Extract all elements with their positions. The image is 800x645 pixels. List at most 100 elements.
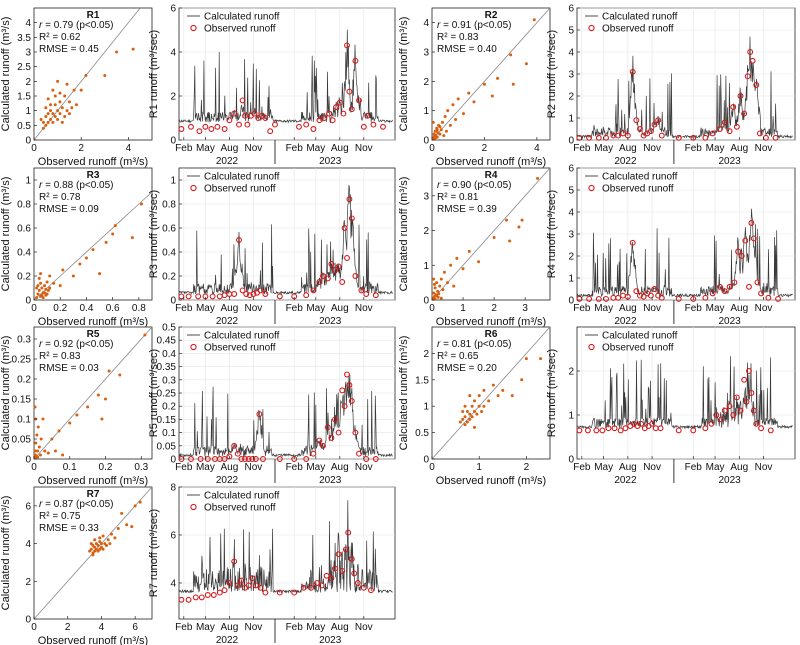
observed-runoff-point [346, 88, 353, 95]
observed-runoff-point [344, 42, 350, 49]
y-tick-label: 0.8 [17, 200, 31, 211]
scatter-point [143, 333, 147, 337]
scatter-point [116, 526, 120, 530]
scatter-point [492, 235, 496, 239]
scatter-axes-box [33, 167, 153, 301]
y-tick-label: 1 [568, 411, 574, 422]
observed-runoff-point [721, 119, 728, 126]
scatter-point [432, 282, 436, 286]
scatter-point [472, 399, 476, 403]
stat-r-symbol: r [437, 20, 441, 31]
stat-r: r = 0.87 (p<0.05) [39, 499, 114, 510]
observed-runoff-point [178, 293, 185, 300]
observed-runoff-point [351, 570, 358, 577]
observed-runoff-point [750, 235, 757, 242]
y-tick-label: 0.45 [157, 336, 177, 347]
scatter-point [37, 276, 41, 280]
observed-runoff-point [196, 128, 203, 135]
observed-runoff-point [615, 294, 622, 301]
scatter-point [438, 284, 442, 288]
scatter-point [61, 453, 65, 457]
scatter-point [79, 88, 83, 92]
month-tick-label: Aug [619, 303, 637, 314]
observed-runoff-point [221, 126, 228, 132]
timeseries-axes-box [576, 326, 796, 460]
observed-runoff-point [323, 572, 330, 579]
scatter-point [86, 405, 90, 409]
observed-runoff-point [743, 398, 750, 405]
month-tick-label: Aug [221, 303, 239, 314]
month-tick-label: May [706, 462, 725, 473]
panel-title: R6 [485, 329, 498, 340]
scatter-point [467, 91, 471, 95]
year-label-2022: 2022 [216, 635, 239, 645]
scatter-point [65, 82, 69, 86]
observed-runoff-point [262, 115, 269, 121]
panel-title: R7 [87, 489, 100, 500]
stat-rmse: RMSE = 0.03 [39, 363, 99, 374]
legend-calculated-label: Calculated runoff [602, 172, 678, 183]
scatter-point [437, 292, 441, 296]
observed-runoff-point [256, 411, 263, 418]
month-tick-label: Feb [685, 462, 703, 473]
scatter-point [44, 123, 48, 127]
observed-runoff-point [267, 128, 274, 135]
scatter-point [100, 417, 104, 421]
scatter-point [435, 294, 439, 298]
scatter-point [452, 284, 456, 288]
scatter-point [53, 115, 57, 119]
scatter-point [63, 115, 67, 119]
observed-runoff-point [364, 112, 371, 119]
year-label-2023: 2023 [319, 475, 342, 486]
scatter-point [465, 420, 469, 424]
observed-runoff-point [344, 255, 350, 261]
year-label-2022: 2022 [216, 156, 239, 167]
observed-runoff-point [291, 589, 298, 596]
observed-runoff-point [339, 279, 346, 285]
month-tick-label: May [306, 303, 325, 314]
month-tick-label: Nov [643, 143, 661, 154]
timeseries-y-axis-label: R6 runoff (m³/sec) [546, 349, 558, 437]
scatter-point [505, 218, 509, 222]
scatter-y-axis-label: Calculated runoff (m³/s) [0, 177, 12, 292]
scatter-point [468, 394, 472, 398]
scatter-point [67, 112, 71, 116]
y-tick-label: 2 [568, 92, 574, 103]
scatter-point [104, 240, 108, 244]
observed-runoff-point [372, 292, 379, 299]
stat-r-value: = 0.81 [440, 339, 474, 350]
y-tick-label: 6 [170, 4, 176, 15]
month-tick-label: Nov [755, 303, 773, 314]
observed-runoff-point [726, 403, 733, 410]
month-tick-label: May [594, 143, 613, 154]
observed-runoff-point [316, 279, 323, 285]
scatter-point [46, 120, 50, 124]
month-tick-label: Aug [730, 462, 748, 473]
observed-runoff-point [595, 295, 602, 302]
observed-runoff-point [216, 589, 223, 596]
x-tick-label: 0 [429, 143, 435, 154]
observed-runoff-point [236, 237, 242, 243]
x-tick-label: 0.1 [63, 462, 77, 473]
month-tick-label: May [706, 303, 725, 314]
observed-runoff-point [234, 450, 241, 457]
observed-runoff-point [250, 291, 257, 297]
observed-runoff-point [231, 558, 238, 565]
month-tick-label: Aug [331, 303, 349, 314]
scatter-point [107, 369, 111, 373]
scatter-point [448, 123, 452, 127]
x-tick-label: 0.2 [53, 303, 67, 314]
scatter-point [433, 129, 437, 133]
month-tick-label: Feb [175, 143, 193, 154]
observed-runoff-point [750, 407, 757, 414]
scatter-axes-box [33, 7, 153, 141]
y-tick-label: 6 [25, 501, 31, 512]
month-tick-label: Feb [685, 303, 703, 314]
one-to-one-line [33, 326, 153, 460]
scatter-point [36, 292, 40, 296]
one-to-one-line [431, 326, 551, 460]
y-tick-label: 1 [568, 274, 574, 285]
observed-runoff-point [185, 293, 192, 300]
stat-r-value: = 0.88 [42, 180, 76, 191]
